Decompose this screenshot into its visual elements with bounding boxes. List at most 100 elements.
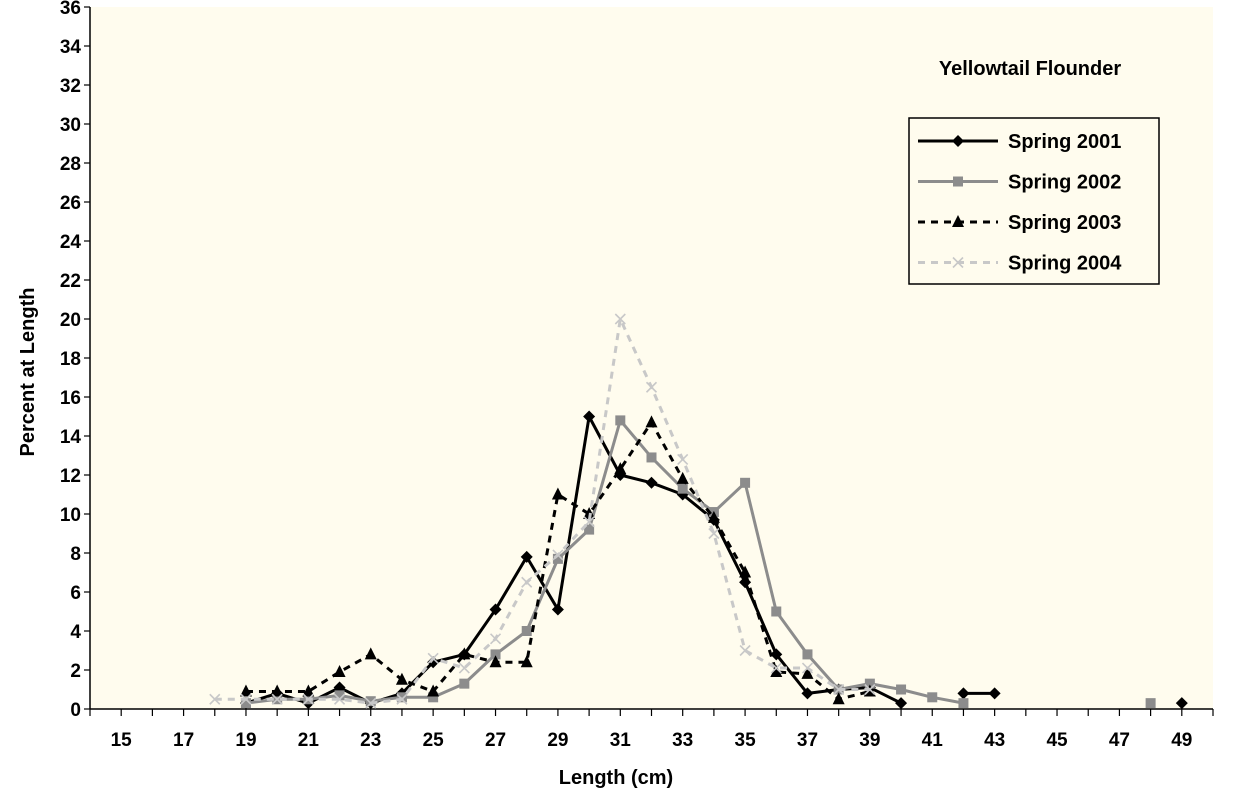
data-point — [677, 453, 689, 465]
legend-label: Spring 2002 — [1008, 172, 1121, 194]
legend-item: Spring 2003 — [918, 212, 1121, 234]
data-point — [770, 664, 783, 677]
x-tick-label: 41 — [922, 730, 944, 751]
plot-area — [90, 7, 1213, 709]
data-point — [707, 510, 720, 523]
data-point — [520, 655, 533, 668]
data-point — [677, 483, 688, 494]
y-tick-label: 34 — [60, 37, 82, 58]
chart-title: Yellowtail Flounder — [939, 58, 1121, 80]
data-point — [428, 692, 439, 703]
data-point — [240, 698, 251, 709]
data-point — [302, 684, 315, 697]
x-tick-label: 15 — [111, 730, 133, 751]
data-point — [770, 648, 783, 661]
data-point — [459, 678, 470, 689]
y-tick-label: 18 — [60, 349, 81, 370]
y-tick-label: 8 — [70, 544, 81, 565]
y-tick-label: 26 — [60, 193, 81, 214]
data-point — [239, 684, 252, 697]
data-point — [833, 683, 845, 696]
legend-label: Spring 2003 — [1008, 212, 1121, 234]
data-point — [895, 697, 908, 710]
data-point — [551, 603, 564, 616]
data-point — [333, 693, 346, 705]
data-point — [365, 696, 376, 707]
x-marker-stroke — [864, 683, 876, 696]
x-tick-label: 49 — [1171, 730, 1192, 751]
data-point — [802, 649, 813, 660]
data-point — [645, 415, 658, 428]
data-point — [801, 687, 814, 700]
x-marker-stroke — [271, 693, 283, 705]
data-point — [957, 687, 970, 700]
x-marker-stroke — [458, 662, 470, 674]
data-point — [583, 410, 596, 423]
data-point — [489, 633, 502, 645]
x-tick-label: 39 — [859, 730, 880, 751]
x-marker-stroke — [396, 693, 408, 705]
data-point — [489, 603, 502, 616]
data-point — [740, 477, 751, 488]
data-point — [771, 606, 782, 617]
data-point — [832, 692, 845, 705]
data-point — [801, 666, 814, 679]
data-point — [583, 516, 595, 528]
data-point — [645, 381, 658, 393]
y-tick-label: 28 — [60, 154, 81, 175]
x-tick-label: 31 — [610, 730, 632, 751]
x-tick-label: 43 — [984, 730, 1005, 751]
x-marker-stroke — [708, 527, 720, 540]
x-marker-stroke — [952, 256, 964, 269]
y-axis-label: Percent at Length — [17, 288, 39, 457]
data-point — [801, 662, 814, 674]
data-point — [334, 690, 345, 701]
data-point — [615, 415, 626, 426]
x-tick-label: 29 — [547, 730, 568, 751]
legend-item: Spring 2001 — [918, 131, 1121, 153]
legend-box — [908, 117, 1160, 285]
x-marker-stroke — [552, 549, 564, 561]
series-line — [245, 415, 902, 705]
series-spring-2003 — [239, 415, 876, 705]
y-tick-label: 2 — [70, 661, 81, 682]
x-tick-label: 23 — [360, 730, 381, 751]
x-marker-stroke — [614, 313, 626, 325]
data-point — [739, 644, 751, 657]
y-tick-label: 12 — [60, 466, 81, 487]
x-tick-label: 19 — [235, 730, 256, 751]
x-tick-label: 45 — [1046, 730, 1068, 751]
data-point — [489, 655, 502, 668]
data-point — [521, 576, 533, 588]
data-point — [958, 698, 969, 709]
data-point — [1175, 697, 1188, 710]
x-marker-stroke — [209, 693, 221, 705]
data-point — [521, 626, 532, 636]
y-tick-label: 24 — [60, 232, 82, 253]
data-point — [364, 647, 377, 660]
data-point — [302, 693, 314, 705]
x-marker-stroke — [240, 693, 252, 705]
data-point — [240, 693, 252, 705]
series-spring-2004 — [209, 313, 876, 709]
x-marker-stroke — [427, 652, 439, 664]
x-tick-label: 33 — [672, 730, 693, 751]
data-point — [520, 550, 533, 563]
data-point — [770, 662, 782, 674]
legend-item: Spring 2004 — [918, 253, 1122, 275]
data-point — [739, 565, 752, 578]
legend: Spring 2001 Spring 2002 Spring 2003 Spring … — [908, 117, 1160, 285]
x-marker-stroke — [739, 644, 751, 657]
data-point — [365, 697, 377, 709]
legend-marker — [952, 135, 964, 147]
x-marker-stroke — [833, 683, 845, 696]
data-point — [271, 684, 284, 697]
data-point — [458, 647, 471, 660]
series-lines — [209, 313, 1188, 710]
x-marker-stroke — [302, 693, 314, 705]
x-tick-label: 27 — [485, 730, 506, 751]
data-point — [1145, 698, 1156, 709]
data-point — [427, 652, 439, 664]
